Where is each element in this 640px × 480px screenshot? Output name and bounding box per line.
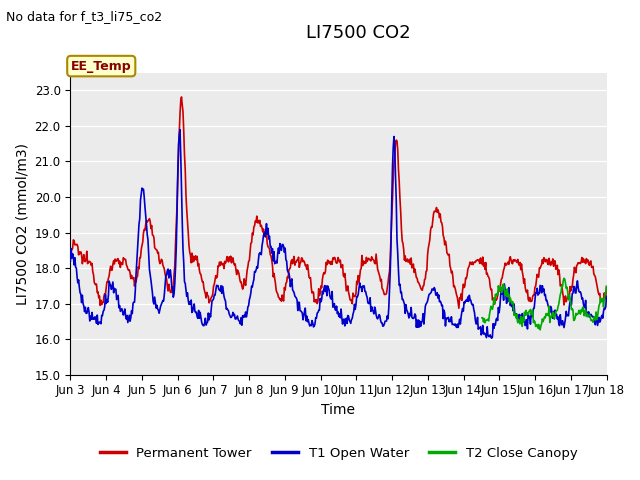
Text: No data for f_t3_li75_co2: No data for f_t3_li75_co2 (6, 10, 163, 23)
Y-axis label: LI7500 CO2 (mmol/m3): LI7500 CO2 (mmol/m3) (15, 143, 29, 305)
X-axis label: Time: Time (321, 403, 355, 417)
Text: LI7500 CO2: LI7500 CO2 (306, 24, 411, 42)
Legend: Permanent Tower, T1 Open Water, T2 Close Canopy: Permanent Tower, T1 Open Water, T2 Close… (94, 442, 582, 465)
Text: EE_Temp: EE_Temp (71, 60, 132, 72)
